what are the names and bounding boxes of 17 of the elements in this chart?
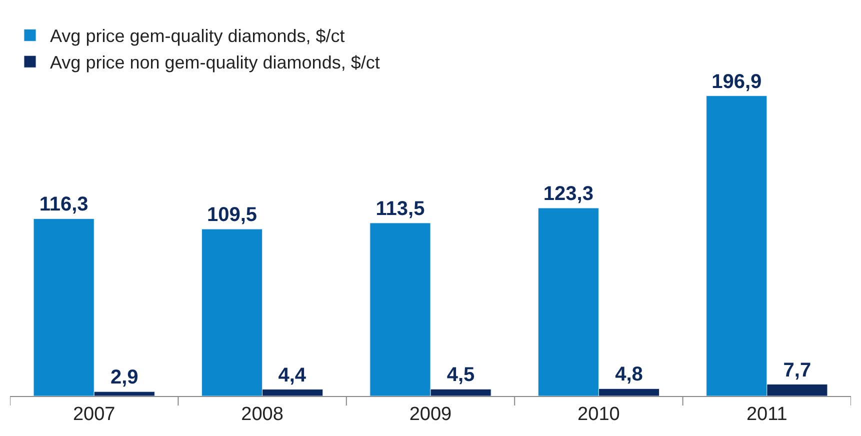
x-tick-label: 2008: [241, 404, 284, 425]
x-tick-label: 2011: [746, 404, 788, 425]
x-tick-label: 2009: [409, 404, 452, 425]
data-label: 196,9: [712, 70, 762, 93]
data-label: 4,5: [446, 364, 475, 386]
x-tick-label: 2010: [578, 404, 620, 425]
data-label: 123,3: [543, 183, 594, 206]
data-label: 109,5: [206, 204, 258, 226]
data-label: 116,3: [39, 194, 88, 216]
x-tick-label: 2007: [72, 404, 116, 425]
data-label: 113,5: [376, 198, 425, 220]
data-label: 4,8: [615, 364, 643, 386]
data-label: 7,7: [783, 359, 812, 382]
data-label: 4,4: [278, 364, 307, 386]
legend-label: Avg price non gem-quality diamonds, $/ct: [50, 52, 380, 73]
legend-label: Avg price gem-quality diamonds, $/ct: [50, 26, 345, 46]
data-label: 2,9: [110, 366, 138, 389]
